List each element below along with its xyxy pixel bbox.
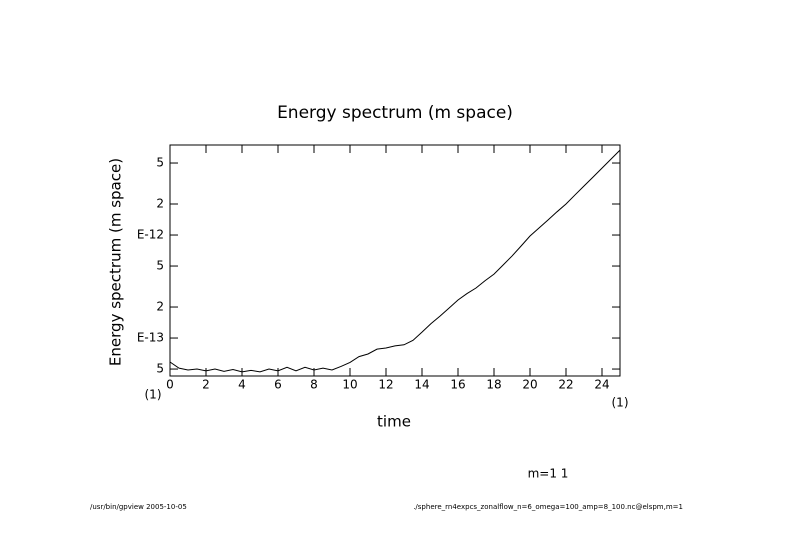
x-tick-label: 22 <box>558 378 573 392</box>
y-tick-label: E-12 <box>137 228 164 242</box>
footer-right: ./sphere_rn4expcs_zonalflow_n=6_omega=10… <box>413 503 683 511</box>
x-unit: (1) <box>612 396 629 410</box>
x-tick-label: 8 <box>310 378 318 392</box>
chart-title: Energy spectrum (m space) <box>277 103 513 123</box>
x-tick-label: 24 <box>594 378 609 392</box>
x-tick-label: 6 <box>274 378 282 392</box>
plot-frame <box>169 144 621 377</box>
x-tick-label: 20 <box>522 378 537 392</box>
x-tick-label: 16 <box>450 378 465 392</box>
annotation: m=1 1 <box>528 467 569 481</box>
y-tick-label: 2 <box>156 197 164 211</box>
y-tick-label: E-13 <box>137 331 164 345</box>
footer-left: /usr/bin/gpview 2005-10-05 <box>90 503 187 511</box>
x-tick-label: 14 <box>414 378 429 392</box>
x-tick-label: 4 <box>238 378 246 392</box>
x-tick-label: 2 <box>202 378 210 392</box>
data-line <box>169 149 621 373</box>
x-tick-label: 10 <box>342 378 357 392</box>
y-tick-label: 5 <box>156 362 164 376</box>
x-tick-label: 18 <box>486 378 501 392</box>
x-axis-label: time <box>377 413 411 431</box>
x-tick-label: 12 <box>378 378 393 392</box>
y-unit: (1) <box>145 388 162 402</box>
x-tick-label: 0 <box>166 378 174 392</box>
y-tick-label: 5 <box>156 259 164 273</box>
y-tick-label: 2 <box>156 300 164 314</box>
y-tick-label: 5 <box>156 156 164 170</box>
y-axis-label: Energy spectrum (m space) <box>107 158 125 366</box>
